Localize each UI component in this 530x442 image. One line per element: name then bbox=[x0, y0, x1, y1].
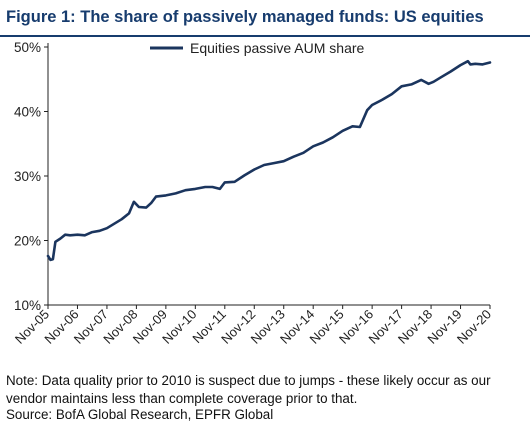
y-tick-label: 40% bbox=[14, 105, 41, 120]
plot-area: 10%20%30%40%50%Nov-05Nov-06Nov-07Nov-08N… bbox=[12, 40, 494, 347]
y-tick-label: 30% bbox=[14, 169, 41, 184]
line-chart: 10%20%30%40%50%Nov-05Nov-06Nov-07Nov-08N… bbox=[12, 40, 494, 347]
legend-label: Equities passive AUM share bbox=[190, 40, 365, 56]
y-tick-label: 20% bbox=[14, 234, 41, 249]
title-rule bbox=[0, 35, 530, 37]
chart-note: Note: Data quality prior to 2010 is susp… bbox=[6, 373, 491, 406]
chart-title: Figure 1: The share of passively managed… bbox=[6, 8, 484, 26]
y-tick-label: 50% bbox=[14, 40, 41, 55]
chart-source: Source: BofA Global Research, EPFR Globa… bbox=[6, 407, 274, 422]
series-line-equities-passive bbox=[46, 59, 492, 262]
y-tick-label: 10% bbox=[14, 298, 41, 313]
